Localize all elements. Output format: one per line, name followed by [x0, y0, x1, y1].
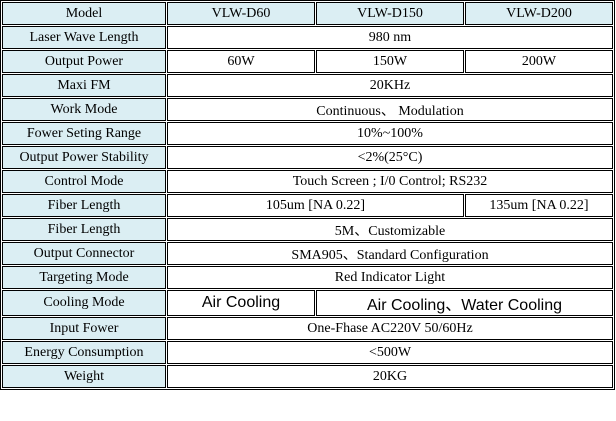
- cell: One-Fhase AC220V 50/60Hz: [167, 317, 613, 340]
- cell: Continuous、 Modulation: [167, 98, 613, 121]
- table-row: Work Mode Continuous、 Modulation: [2, 98, 613, 121]
- row-label: Fower Seting Range: [2, 122, 166, 145]
- row-label: Weight: [2, 365, 166, 388]
- cell: 10%~100%: [167, 122, 613, 145]
- row-label: Control Mode: [2, 170, 166, 193]
- spec-table: Model VLW-D60 VLW-D150 VLW-D200 Laser Wave L…: [0, 0, 615, 390]
- cell: 20KHz: [167, 74, 613, 97]
- cell: SMA905、Standard Configuration: [167, 242, 613, 265]
- row-label: Output Power Stability: [2, 146, 166, 169]
- table-row: Weight 20KG: [2, 365, 613, 388]
- cell: <500W: [167, 341, 613, 364]
- row-label: Maxi FM: [2, 74, 166, 97]
- row-label: Output Power: [2, 50, 166, 73]
- row-label: Work Mode: [2, 98, 166, 121]
- table-row: Targeting Mode Red Indicator Light: [2, 266, 613, 289]
- table-row: Output Connector SMA905、Standard Configur…: [2, 242, 613, 265]
- row-label: Laser Wave Length: [2, 26, 166, 49]
- cell: Red Indicator Light: [167, 266, 613, 289]
- row-label: Fiber Length: [2, 218, 166, 241]
- row-label: Model: [2, 2, 166, 25]
- row-label: Targeting Mode: [2, 266, 166, 289]
- cell: Air Cooling、Water Cooling: [316, 290, 613, 316]
- table-row: Energy Consumption <500W: [2, 341, 613, 364]
- cell: 60W: [167, 50, 315, 73]
- table-row: Laser Wave Length 980 nm: [2, 26, 613, 49]
- table-row: Model VLW-D60 VLW-D150 VLW-D200: [2, 2, 613, 25]
- cell: 5M、Customizable: [167, 218, 613, 241]
- cell: 980 nm: [167, 26, 613, 49]
- cell: 150W: [316, 50, 464, 73]
- row-label: Fiber Length: [2, 194, 166, 217]
- table-row: Cooling Mode Air Cooling Air Cooling、Water…: [2, 290, 613, 316]
- cell: Air Cooling: [167, 290, 315, 316]
- table-row: Input Fower One-Fhase AC220V 50/60Hz: [2, 317, 613, 340]
- table-row: Control Mode Touch Screen ; I/0 Control; …: [2, 170, 613, 193]
- column-header: VLW-D200: [465, 2, 613, 25]
- table-row: Fiber Length 105um [NA 0.22] 135um [NA 0.2…: [2, 194, 613, 217]
- row-label: Input Fower: [2, 317, 166, 340]
- column-header: VLW-D60: [167, 2, 315, 25]
- cell: 105um [NA 0.22]: [167, 194, 464, 217]
- table-row: Fiber Length 5M、Customizable: [2, 218, 613, 241]
- row-label: Energy Consumption: [2, 341, 166, 364]
- row-label: Cooling Mode: [2, 290, 166, 316]
- cell: 200W: [465, 50, 613, 73]
- cell: 20KG: [167, 365, 613, 388]
- cell: 135um [NA 0.22]: [465, 194, 613, 217]
- cell: <2%(25°C): [167, 146, 613, 169]
- table-row: Output Power 60W 150W 200W: [2, 50, 613, 73]
- table-row: Maxi FM 20KHz: [2, 74, 613, 97]
- table-row: Output Power Stability <2%(25°C): [2, 146, 613, 169]
- table-row: Fower Seting Range 10%~100%: [2, 122, 613, 145]
- column-header: VLW-D150: [316, 2, 464, 25]
- row-label: Output Connector: [2, 242, 166, 265]
- cell: Touch Screen ; I/0 Control; RS232: [167, 170, 613, 193]
